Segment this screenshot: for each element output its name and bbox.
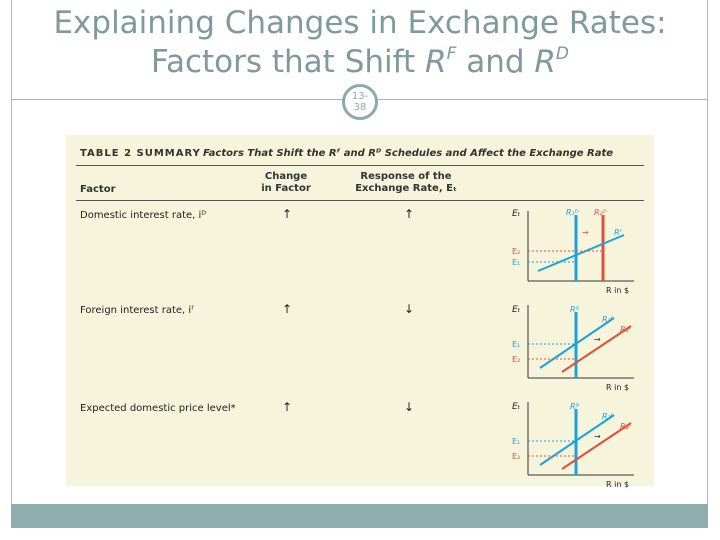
graph3-e1-label: E₁ [512, 437, 520, 446]
title-rd-sup: D [555, 44, 570, 64]
title-rf: R [425, 44, 447, 80]
graph1-y-label: Eₜ [512, 209, 521, 219]
graph2-x-label: R in $ [606, 383, 629, 392]
table-header-rule [76, 200, 644, 201]
col-response-header: Response of the Exchange Rate, Eₜ [346, 171, 466, 195]
graph1-rd1-label: R₁ᴰ [566, 208, 579, 217]
graph2-rd-label: Rᴰ [570, 305, 580, 314]
graph2-rf2-label: R₂ᶠ [620, 325, 632, 334]
page-number-badge: 13- 38 [342, 84, 378, 120]
row2-factor: Foreign interest rate, iᶠ [80, 305, 195, 316]
graph3-rf2-label: R₂ᶠ [620, 422, 632, 431]
title-rd: R [534, 44, 556, 80]
col-response-line2: Exchange Rate, Eₜ [355, 183, 457, 194]
row1-response-arrow: ↑ [404, 207, 415, 221]
graph2-e1-label: E₁ [512, 340, 520, 349]
graph1-e2-label: E₂ [512, 247, 520, 256]
graph2-e2-label: E₂ [512, 355, 520, 364]
summary-table: TABLE 2 SUMMARY Factors That Shift the R… [66, 135, 654, 489]
graph2-shift-arrow: → [594, 335, 601, 344]
title-rf-sup: F [446, 44, 457, 64]
title-and: and [456, 44, 535, 80]
graph1-e1-label: E₁ [512, 258, 520, 267]
col-change-line1: Change [264, 171, 308, 182]
slide-title: Explaining Changes in Exchange Rates: Fa… [0, 4, 720, 82]
title-prefix: Factors that Shift [150, 44, 426, 80]
footer-bar [11, 504, 708, 528]
graph3-rd-label: Rᴰ [570, 402, 580, 411]
table-top-rule [76, 165, 644, 166]
graph1-shift-arrow: → [582, 228, 589, 237]
graph1-x-label: R in $ [606, 286, 629, 295]
row3-response-arrow: ↓ [404, 400, 415, 414]
graph3-x-label: R in $ [606, 480, 629, 489]
graph-3: Eₜ R in $ E₁ E₂ Rᴰ R₁ᶠ R₂ᶠ → [512, 402, 634, 489]
graph2-rf2-line [561, 325, 632, 373]
graph1-rd2-label: R₂ᴰ [594, 208, 607, 217]
table-summary-title: Factors That Shift the Rᶠ and Rᴰ Schedul… [203, 148, 614, 159]
graph1-rf-line [537, 234, 625, 272]
row2-change-arrow: ↑ [282, 302, 293, 316]
row2-response-arrow: ↓ [404, 302, 415, 316]
row3-change-arrow: ↑ [282, 400, 293, 414]
graph3-y-label: Eₜ [512, 402, 521, 412]
slide-frame [11, 0, 708, 528]
col-change-header: Change in Factor [246, 171, 326, 195]
title-line-1: Explaining Changes in Exchange Rates: [53, 5, 667, 41]
col-factor-header: Factor [80, 184, 116, 195]
col-change-line2: in Factor [261, 183, 311, 194]
graph3-rf1-label: R₁ᶠ [602, 412, 614, 421]
graph2-rf1-line [539, 317, 615, 369]
graph2-rf1-label: R₁ᶠ [602, 315, 614, 324]
table-summary-label: TABLE 2 SUMMARY [80, 148, 201, 159]
graph2-y-label: Eₜ [512, 305, 521, 315]
graph3-rf2-line [561, 422, 632, 470]
graph-2: Eₜ R in $ E₁ E₂ Rᴰ R₁ᶠ R₂ᶠ → [512, 305, 634, 392]
col-response-line1: Response of the [360, 171, 452, 182]
graph-1: Eₜ R in $ E₂ E₁ R₁ᴰ R₂ᴰ Rᶠ → [512, 208, 634, 295]
graph1-rf-label: Rᶠ [614, 228, 623, 237]
graph3-shift-arrow: → [594, 432, 601, 441]
title-line-2: Factors that Shift RF and RD [0, 43, 720, 82]
row1-change-arrow: ↑ [282, 207, 293, 221]
row3-factor: Expected domestic price level* [80, 403, 236, 414]
graph3-rf1-line [539, 414, 615, 466]
graph3-e2-label: E₂ [512, 452, 520, 461]
row1-factor: Domestic interest rate, iᴰ [80, 210, 207, 221]
